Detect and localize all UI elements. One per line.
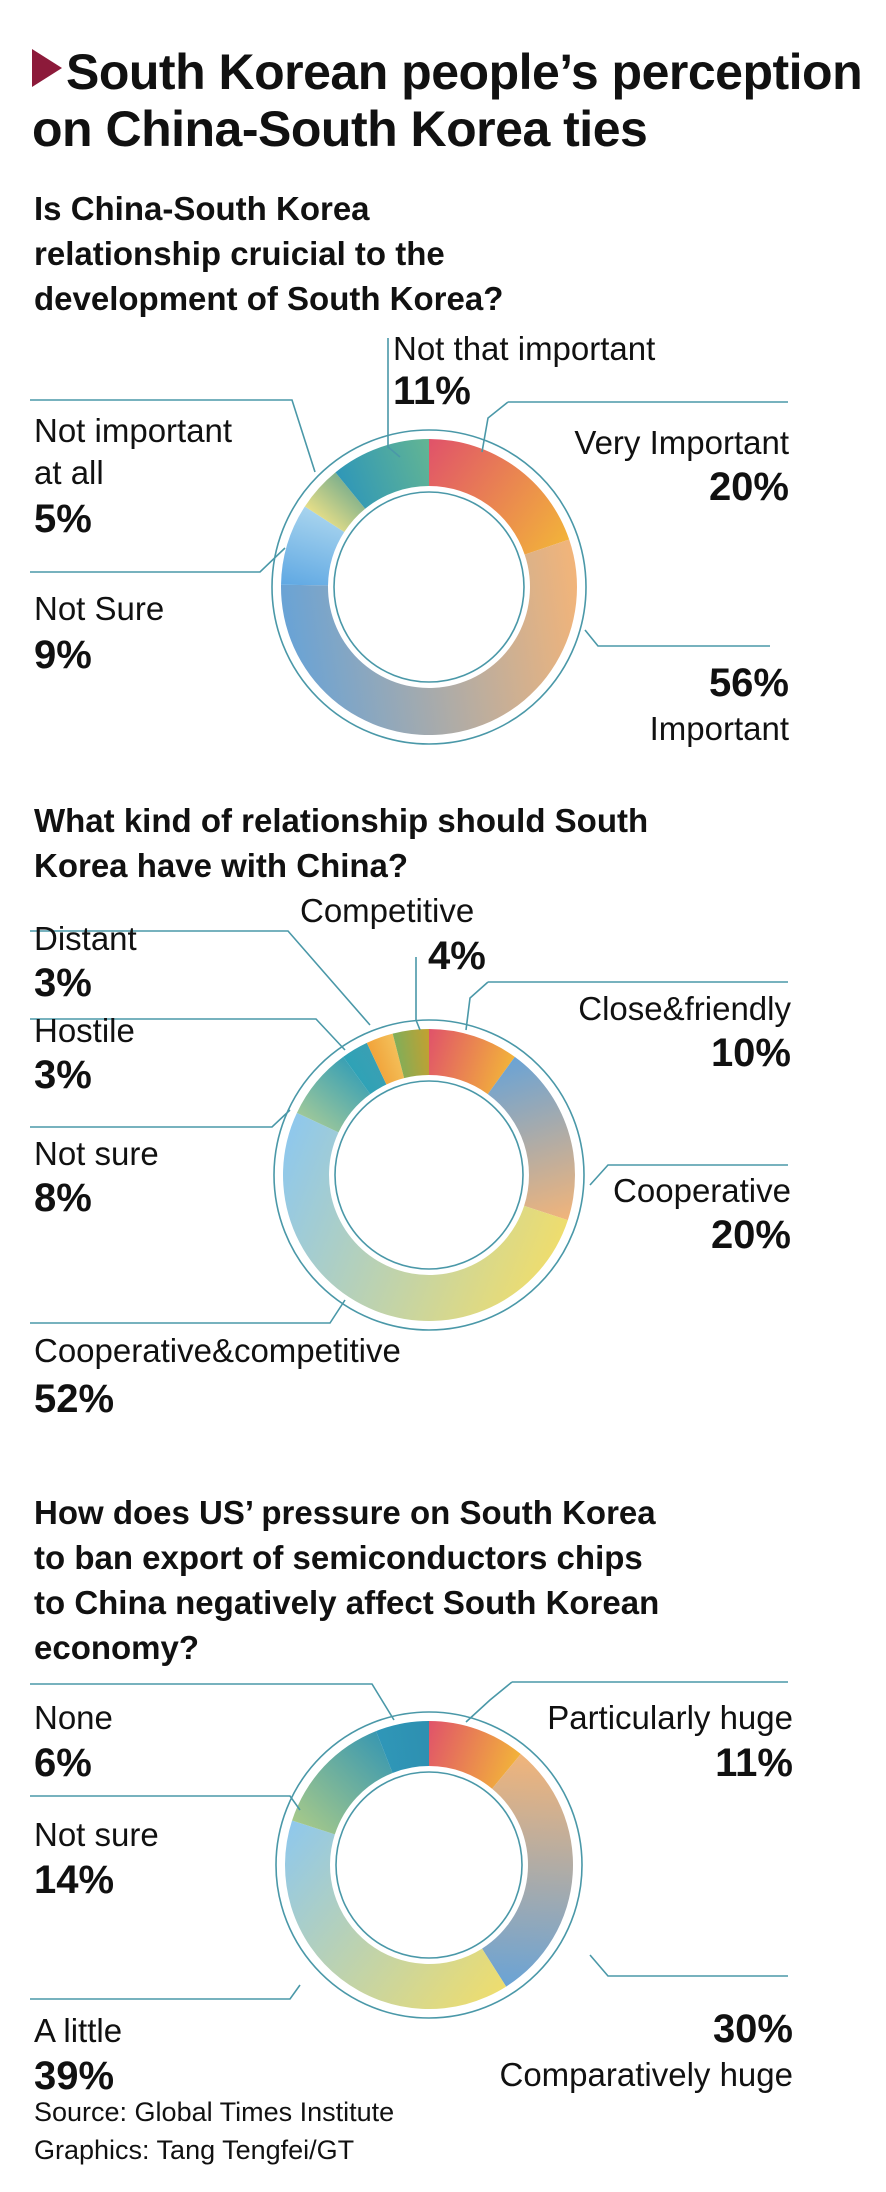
chart1-label-not-important-at-all: at all xyxy=(34,454,104,491)
chart3-value-a-little: 39% xyxy=(34,2054,115,2098)
chart2-label-hostile: Hostile xyxy=(34,1012,135,1049)
leader-line xyxy=(415,957,421,1031)
chart2-value-distant: 3% xyxy=(34,961,92,1005)
leader-line xyxy=(589,1164,788,1186)
chart1-question-line: development of South Korea? xyxy=(34,280,504,317)
chart3-value-particularly-huge: 11% xyxy=(715,1741,793,1785)
donut-slice-not-sure xyxy=(296,1056,371,1133)
leader-line xyxy=(30,399,316,473)
donut-outer-ring xyxy=(275,1711,583,2019)
leader-line xyxy=(30,1109,291,1128)
chart3-label-a-little: A little xyxy=(34,2012,123,2049)
chart1-question-line: relationship cruicial to the xyxy=(34,235,445,272)
chart3-value-none: 6% xyxy=(34,1741,92,1785)
chart2-question: What kind of relationship should South K… xyxy=(34,798,648,888)
chart1-question: Is China-South Korea relationship cruici… xyxy=(34,186,503,321)
chart3-question-line: to ban export of semiconductors chips xyxy=(34,1539,643,1576)
chart3-question-line: to China negatively affect South Korean xyxy=(34,1584,660,1621)
chart3-question-line: economy? xyxy=(34,1629,200,1666)
donut-slice-not-sure xyxy=(281,506,345,586)
donut-slice-important xyxy=(281,539,577,735)
donut-inner-ring xyxy=(334,1080,524,1270)
chart1-label-not-sure: Not Sure xyxy=(34,590,165,627)
chart2-label-cooperative: Cooperative xyxy=(613,1172,791,1209)
chart3-label-particularly-huge: Particularly huge xyxy=(547,1699,793,1736)
chart3-label-not-sure: Not sure xyxy=(34,1816,159,1853)
donut-slice-cooperative xyxy=(487,1056,575,1221)
donut-slice-not-sure xyxy=(292,1731,393,1835)
chart2-label-close-friendly: Close&friendly xyxy=(578,990,791,1027)
leader-line xyxy=(465,1681,788,1723)
donut-outer-ring xyxy=(271,429,587,745)
donut-slice-very-important xyxy=(429,439,570,555)
donut-slice-comparatively-huge xyxy=(482,1754,574,1987)
leader-line xyxy=(387,338,401,458)
title-line-2: on China-South Korea ties xyxy=(32,101,648,157)
chart1-value-very-important: 20% xyxy=(708,465,789,509)
chart2-value-cooperative: 20% xyxy=(710,1213,791,1257)
chart2-label-not-sure: Not sure xyxy=(34,1135,159,1172)
chart2-label-competitive: Competitive xyxy=(300,892,475,929)
chart1-label-not-important-at-all: Not important xyxy=(34,412,233,449)
chart2-value-competitive: 4% xyxy=(428,934,486,978)
leader-line xyxy=(481,401,788,453)
source-credit: Source: Global Times Institute Graphics:… xyxy=(34,2093,394,2169)
chart1-value-not-that-important: 11% xyxy=(393,369,471,413)
chart2-value-close-friendly: 10% xyxy=(710,1031,791,1075)
chart1-value-not-sure: 9% xyxy=(34,633,92,677)
chart2-question-line: What kind of relationship should South xyxy=(34,802,649,839)
leader-line xyxy=(30,1984,301,2000)
page-title: South Korean people’s perception on Chin… xyxy=(32,44,863,158)
leader-line xyxy=(30,930,371,1026)
chart2-label-distant: Distant xyxy=(34,920,137,957)
chart3-question-line: How does US’ pressure on South Korea xyxy=(34,1494,656,1531)
donut-slice-competitive xyxy=(392,1029,429,1079)
chart1-value-important: 56% xyxy=(708,661,789,705)
source-text: Source: Global Times Institute xyxy=(34,2097,395,2127)
chart2-value-cooperative-competitive: 52% xyxy=(34,1377,115,1421)
chart1-question-line: Is China-South Korea xyxy=(34,190,370,227)
donut-slice-distant xyxy=(366,1033,405,1085)
leader-line xyxy=(30,547,286,573)
leader-line xyxy=(584,629,770,647)
donut-slice-particularly-huge xyxy=(429,1721,521,1789)
leader-line xyxy=(465,981,788,1031)
leader-line xyxy=(589,1954,788,1977)
chart3-question: How does US’ pressure on South Korea to … xyxy=(34,1490,659,1670)
donut-slice-hostile xyxy=(343,1042,387,1095)
chart3-label-comparatively-huge: Comparatively huge xyxy=(499,2056,794,2093)
donut-slice-close-friendly xyxy=(429,1029,515,1095)
chart3-label-none: None xyxy=(34,1699,113,1736)
leader-line xyxy=(30,1683,395,1721)
chart1-label-very-important: Very Important xyxy=(574,424,789,461)
donut-inner-ring xyxy=(335,1771,523,1959)
leader-line xyxy=(30,1795,301,1811)
leader-line xyxy=(30,1018,346,1051)
donut-slice-not-important-at-all xyxy=(304,472,366,533)
graphics-credit-text: Graphics: Tang Tengfei/GT xyxy=(34,2135,355,2165)
chart1-value-not-important-at-all: 5% xyxy=(34,497,92,541)
leader-line xyxy=(30,1299,346,1324)
donut-slice-none xyxy=(375,1721,429,1773)
chart2-value-hostile: 3% xyxy=(34,1053,92,1097)
chart3-value-comparatively-huge: 30% xyxy=(712,2007,793,2051)
chart1-label-not-that-important: Not that important xyxy=(393,330,656,367)
chart2-value-not-sure: 8% xyxy=(34,1176,92,1220)
chart1-label-important: Important xyxy=(649,710,789,747)
chart2-question-line: Korea have with China? xyxy=(34,847,409,884)
donut-slice-cooperative-competitive xyxy=(282,1112,568,1322)
chart2-label-cooperative-competitive: Cooperative&competitive xyxy=(34,1332,401,1369)
chart3-value-not-sure: 14% xyxy=(34,1858,115,1902)
donut-slice-a-little xyxy=(285,1820,507,2010)
donut-outer-ring xyxy=(273,1019,585,1331)
donut-slice-not-that-important xyxy=(335,439,429,509)
title-triangle-icon xyxy=(32,49,62,87)
donut-inner-ring xyxy=(333,491,525,683)
title-line-1: South Korean people’s perception xyxy=(66,44,863,100)
